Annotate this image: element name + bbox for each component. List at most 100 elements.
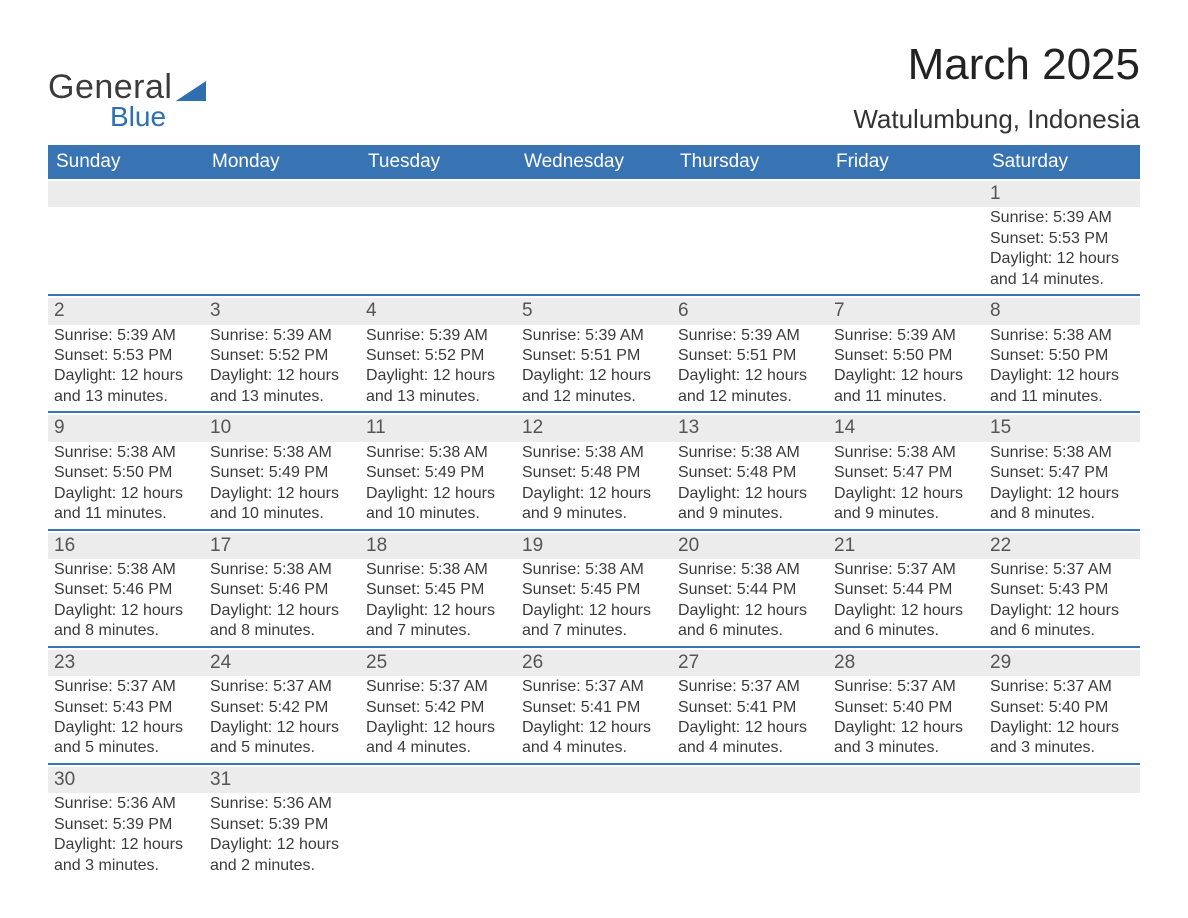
day-cell-empty [360,179,516,294]
week-row: 1Sunrise: 5:39 AMSunset: 5:53 PMDaylight… [48,179,1140,296]
day-number: 6 [672,298,828,324]
day-number: 11 [360,415,516,441]
daylight-text: Daylight: 12 hours and 12 minutes. [678,366,822,407]
sunset-text: Sunset: 5:42 PM [210,698,354,718]
day-cell-empty [48,179,204,294]
sunset-text: Sunset: 5:52 PM [210,346,354,366]
sunrise-text: Sunrise: 5:38 AM [54,560,198,580]
location-label: Watulumbung, Indonesia [853,104,1140,135]
day-number [672,181,828,207]
sunset-text: Sunset: 5:50 PM [834,346,978,366]
brand-word-2: Blue [110,101,206,133]
day-cell-empty [672,765,828,880]
day-cell: 20Sunrise: 5:38 AMSunset: 5:44 PMDayligh… [672,531,828,646]
day-cell: 25Sunrise: 5:37 AMSunset: 5:42 PMDayligh… [360,648,516,763]
day-number: 12 [516,415,672,441]
day-cell: 11Sunrise: 5:38 AMSunset: 5:49 PMDayligh… [360,413,516,528]
day-cell: 14Sunrise: 5:38 AMSunset: 5:47 PMDayligh… [828,413,984,528]
sunrise-text: Sunrise: 5:37 AM [210,677,354,697]
sunrise-text: Sunrise: 5:37 AM [834,560,978,580]
sunset-text: Sunset: 5:45 PM [366,580,510,600]
day-cell-empty [516,179,672,294]
day-number [204,181,360,207]
day-number: 1 [984,181,1140,207]
day-cell: 18Sunrise: 5:38 AMSunset: 5:45 PMDayligh… [360,531,516,646]
day-cell-empty [984,765,1140,880]
sunrise-text: Sunrise: 5:37 AM [54,677,198,697]
day-cell: 8Sunrise: 5:38 AMSunset: 5:50 PMDaylight… [984,296,1140,411]
day-cell: 29Sunrise: 5:37 AMSunset: 5:40 PMDayligh… [984,648,1140,763]
daylight-text: Daylight: 12 hours and 10 minutes. [366,484,510,525]
day-cell-empty [360,765,516,880]
daylight-text: Daylight: 12 hours and 9 minutes. [678,484,822,525]
sunset-text: Sunset: 5:42 PM [366,698,510,718]
daylight-text: Daylight: 12 hours and 3 minutes. [990,718,1134,759]
sunset-text: Sunset: 5:43 PM [990,580,1134,600]
daylight-text: Daylight: 12 hours and 8 minutes. [54,601,198,642]
sunrise-text: Sunrise: 5:39 AM [54,326,198,346]
day-number: 2 [48,298,204,324]
day-cell: 10Sunrise: 5:38 AMSunset: 5:49 PMDayligh… [204,413,360,528]
day-number [828,767,984,793]
daylight-text: Daylight: 12 hours and 7 minutes. [366,601,510,642]
sunset-text: Sunset: 5:47 PM [990,463,1134,483]
sunrise-text: Sunrise: 5:37 AM [990,677,1134,697]
sunset-text: Sunset: 5:40 PM [834,698,978,718]
sunrise-text: Sunrise: 5:37 AM [834,677,978,697]
day-cell: 22Sunrise: 5:37 AMSunset: 5:43 PMDayligh… [984,531,1140,646]
daylight-text: Daylight: 12 hours and 13 minutes. [54,366,198,407]
sunset-text: Sunset: 5:43 PM [54,698,198,718]
month-title: March 2025 [853,40,1140,90]
day-number: 28 [828,650,984,676]
week-row: 2Sunrise: 5:39 AMSunset: 5:53 PMDaylight… [48,296,1140,413]
day-cell: 9Sunrise: 5:38 AMSunset: 5:50 PMDaylight… [48,413,204,528]
week-row: 9Sunrise: 5:38 AMSunset: 5:50 PMDaylight… [48,413,1140,530]
sunrise-text: Sunrise: 5:37 AM [990,560,1134,580]
sunset-text: Sunset: 5:44 PM [678,580,822,600]
daylight-text: Daylight: 12 hours and 3 minutes. [54,835,198,876]
sunrise-text: Sunrise: 5:38 AM [210,443,354,463]
header: General Blue March 2025 Watulumbung, Ind… [48,40,1140,135]
day-number: 22 [984,533,1140,559]
daylight-text: Daylight: 12 hours and 7 minutes. [522,601,666,642]
sunrise-text: Sunrise: 5:38 AM [678,443,822,463]
daylight-text: Daylight: 12 hours and 11 minutes. [54,484,198,525]
daylight-text: Daylight: 12 hours and 8 minutes. [990,484,1134,525]
sunrise-text: Sunrise: 5:38 AM [522,443,666,463]
day-cell: 17Sunrise: 5:38 AMSunset: 5:46 PMDayligh… [204,531,360,646]
day-number: 18 [360,533,516,559]
sunset-text: Sunset: 5:39 PM [210,815,354,835]
day-cell: 23Sunrise: 5:37 AMSunset: 5:43 PMDayligh… [48,648,204,763]
sunset-text: Sunset: 5:46 PM [210,580,354,600]
sunset-text: Sunset: 5:49 PM [366,463,510,483]
day-cell-empty [516,765,672,880]
weekday-header: Friday [828,145,984,179]
day-number: 24 [204,650,360,676]
sunset-text: Sunset: 5:52 PM [366,346,510,366]
day-number [48,181,204,207]
sunrise-text: Sunrise: 5:37 AM [366,677,510,697]
day-number: 21 [828,533,984,559]
day-number: 31 [204,767,360,793]
day-number: 8 [984,298,1140,324]
sunset-text: Sunset: 5:41 PM [678,698,822,718]
sunrise-text: Sunrise: 5:39 AM [210,326,354,346]
day-cell: 2Sunrise: 5:39 AMSunset: 5:53 PMDaylight… [48,296,204,411]
calendar-header-row: SundayMondayTuesdayWednesdayThursdayFrid… [48,145,1140,179]
day-number [516,181,672,207]
sunrise-text: Sunrise: 5:39 AM [366,326,510,346]
day-number [828,181,984,207]
daylight-text: Daylight: 12 hours and 11 minutes. [834,366,978,407]
sunset-text: Sunset: 5:39 PM [54,815,198,835]
calendar: SundayMondayTuesdayWednesdayThursdayFrid… [48,145,1140,880]
day-number: 30 [48,767,204,793]
day-cell: 1Sunrise: 5:39 AMSunset: 5:53 PMDaylight… [984,179,1140,294]
day-number: 15 [984,415,1140,441]
day-number [360,767,516,793]
day-cell-empty [672,179,828,294]
sunrise-text: Sunrise: 5:37 AM [678,677,822,697]
sunrise-text: Sunrise: 5:38 AM [210,560,354,580]
day-cell: 31Sunrise: 5:36 AMSunset: 5:39 PMDayligh… [204,765,360,880]
daylight-text: Daylight: 12 hours and 5 minutes. [210,718,354,759]
daylight-text: Daylight: 12 hours and 11 minutes. [990,366,1134,407]
